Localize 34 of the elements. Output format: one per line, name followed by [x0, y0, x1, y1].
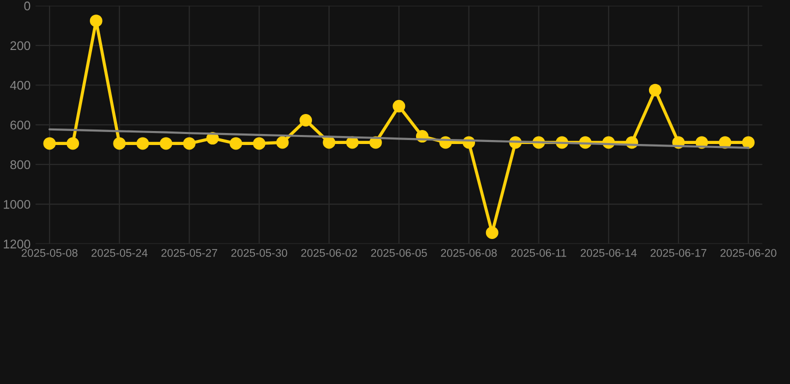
x-tick-label: 2025-06-14 [580, 248, 637, 257]
point [648, 84, 662, 96]
point [392, 100, 406, 112]
y-tick-label: 1200 [4, 240, 30, 248]
y-tick-label: 600 [10, 120, 30, 130]
point [252, 137, 266, 150]
point [183, 137, 196, 150]
point [276, 136, 289, 149]
point [486, 226, 498, 239]
y-tick-label: 1000 [4, 200, 30, 209]
x-tick-label: 2025-06-08 [440, 248, 497, 257]
x-tick-label: 2025-06-02 [301, 248, 357, 257]
x-tick-label: 2025-06-17 [650, 248, 706, 257]
point [230, 137, 242, 150]
point [136, 137, 149, 150]
x-tick-label: 2025-06-20 [720, 248, 776, 257]
y-tick-label: 400 [10, 80, 30, 90]
x-tick-label: 2025-05-08 [22, 248, 78, 257]
point [742, 136, 755, 149]
point [66, 137, 80, 150]
point [300, 114, 312, 126]
point [113, 137, 126, 150]
x-tick-label: 2025-05-27 [161, 248, 218, 257]
y-tick-label: 800 [10, 160, 30, 170]
x-tick-label: 2025-05-24 [92, 248, 148, 257]
point [322, 136, 336, 149]
y-tick-label: 200 [10, 41, 30, 50]
point [43, 137, 56, 150]
x-tick-label: 2025-06-05 [371, 248, 427, 257]
point [90, 14, 102, 28]
x-tick-label: 2025-06-11 [511, 248, 566, 257]
point [160, 137, 172, 150]
x-tick-label: 2025-05-30 [231, 248, 288, 257]
y-tick-label: 0 [24, 2, 30, 10]
